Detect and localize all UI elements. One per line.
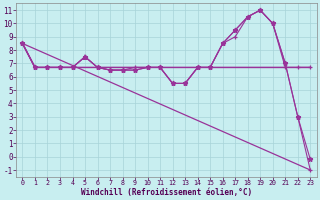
X-axis label: Windchill (Refroidissement éolien,°C): Windchill (Refroidissement éolien,°C) bbox=[81, 188, 252, 197]
